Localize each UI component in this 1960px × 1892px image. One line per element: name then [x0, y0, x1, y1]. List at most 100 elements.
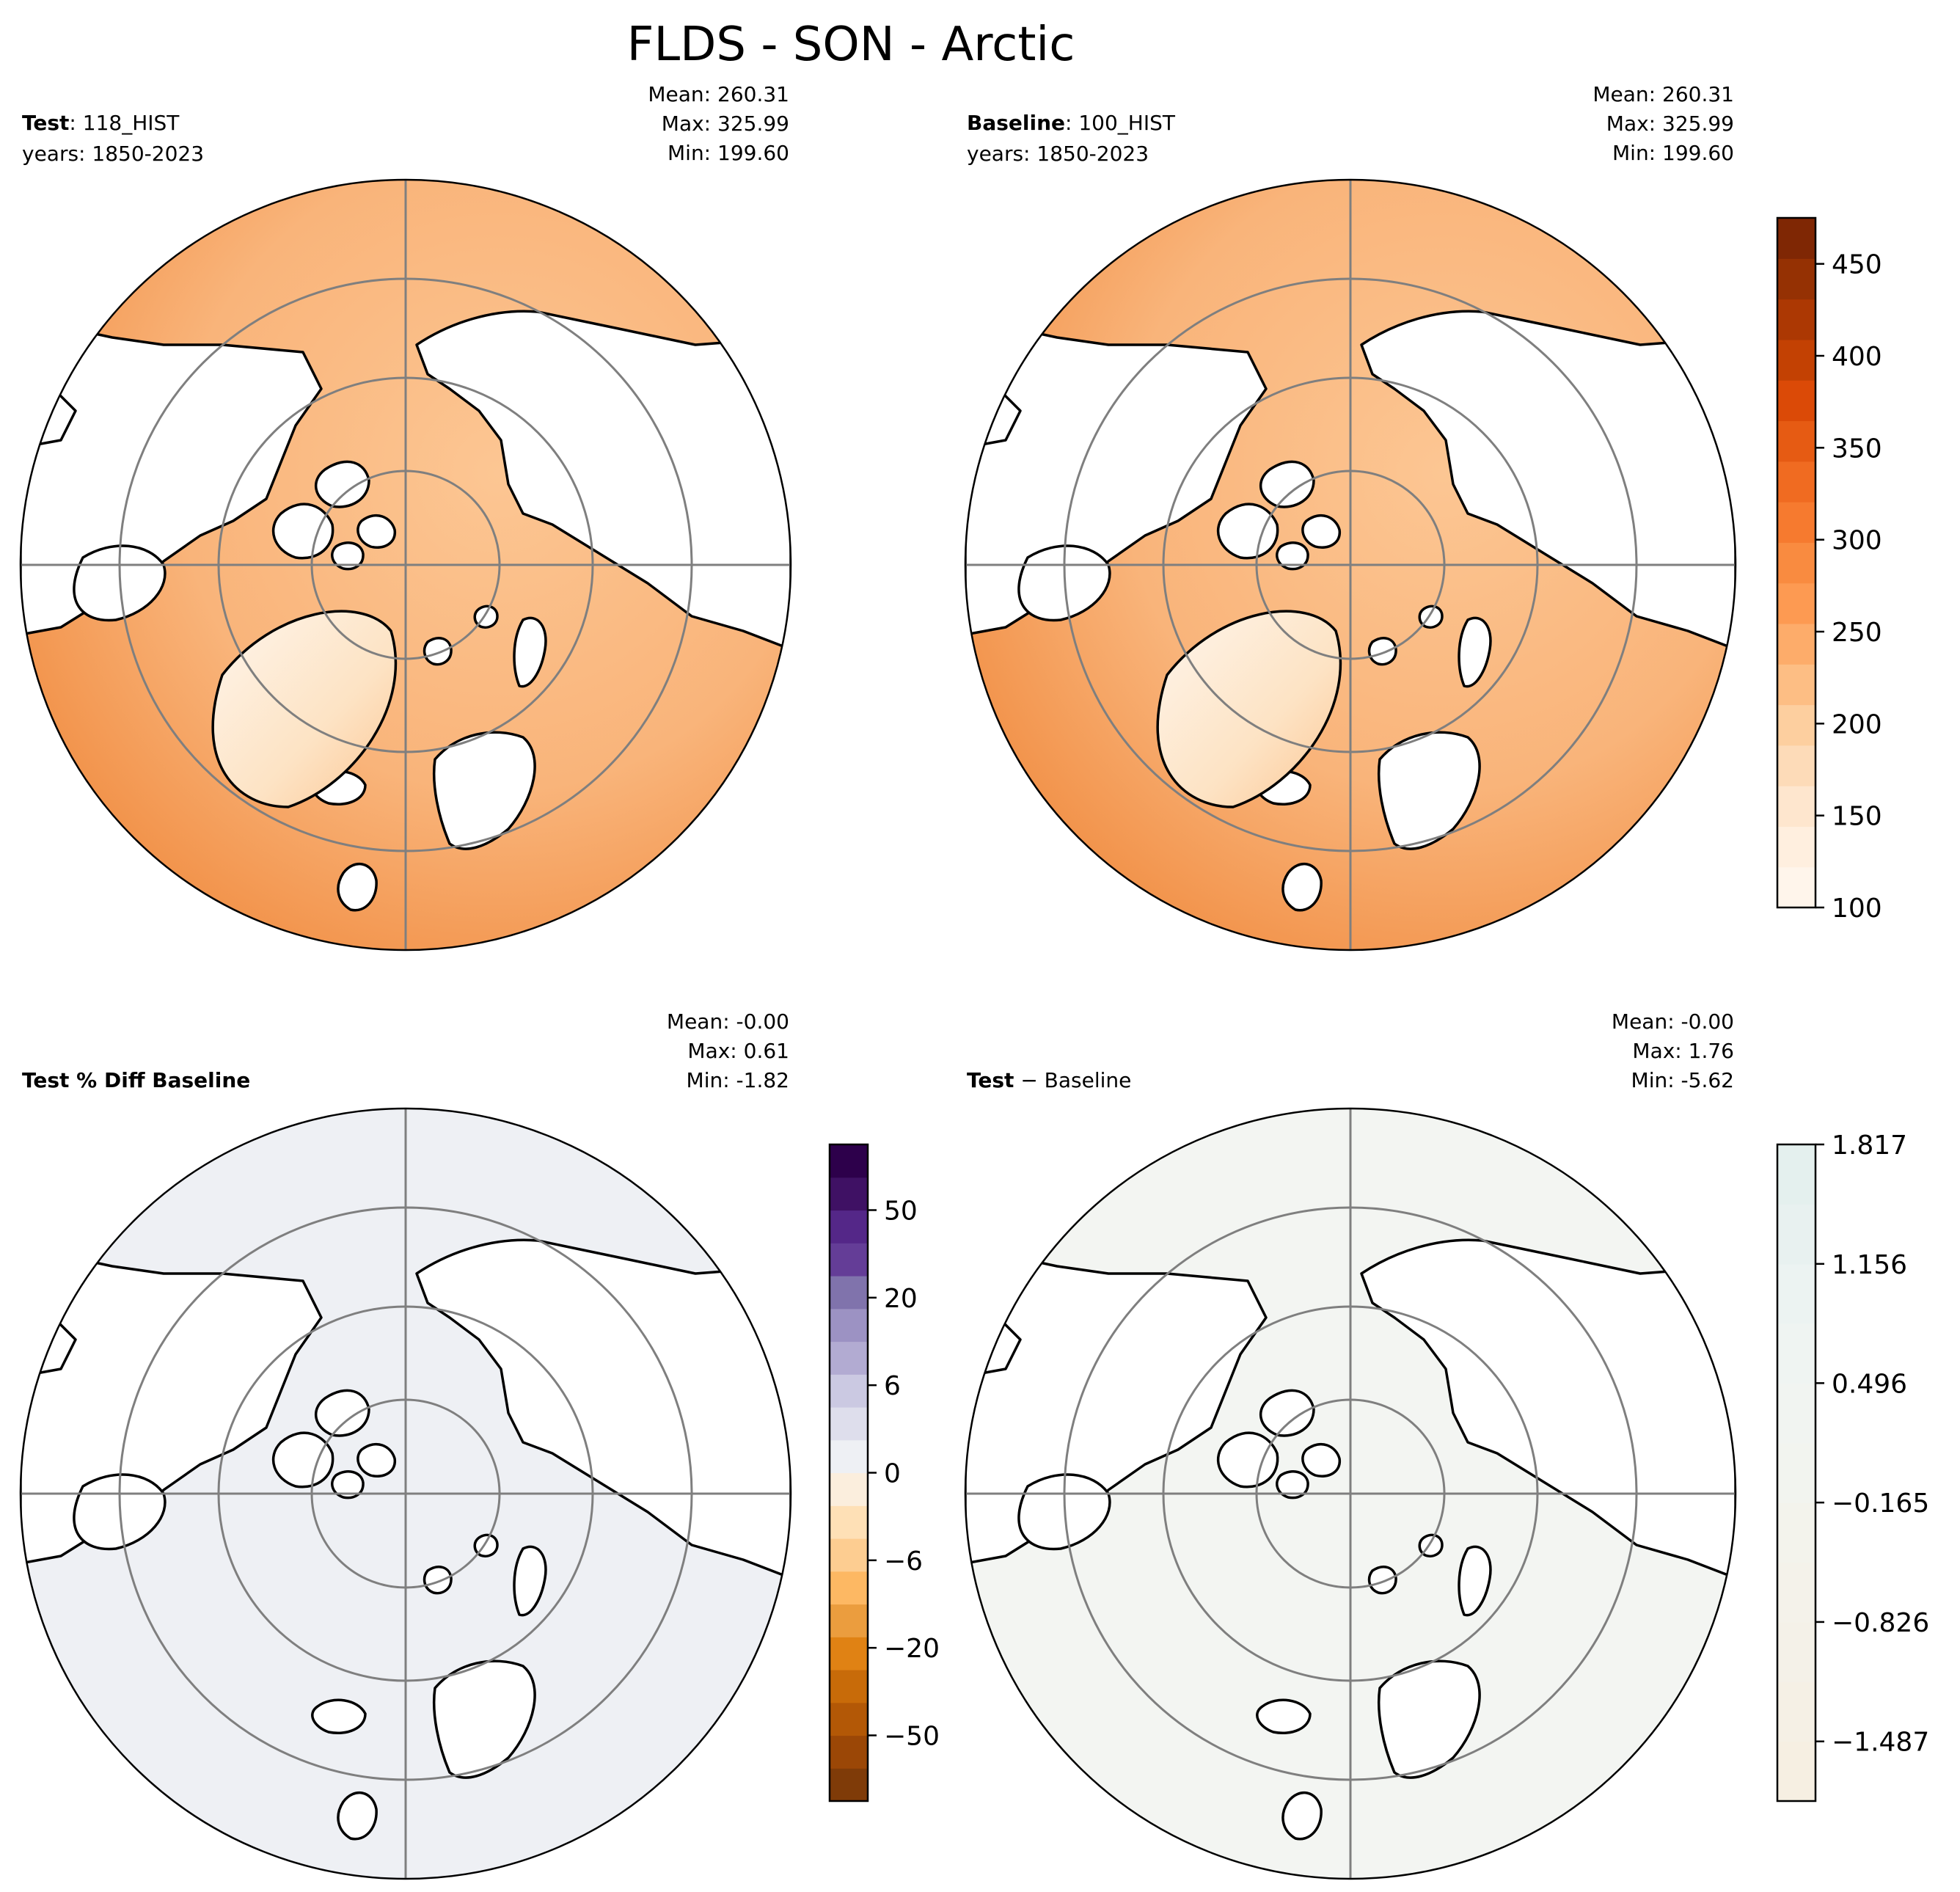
colorbar-tick-label: 50: [884, 1197, 918, 1227]
colorbar-tick-label: −0.165: [1832, 1489, 1929, 1519]
land-british-isles: [1281, 1791, 1323, 1841]
colorbar-tick-label: 150: [1832, 802, 1882, 832]
colorbar-segment: [830, 1439, 868, 1474]
colorbar-segment: [830, 1670, 868, 1703]
colorbar-segment: [1777, 339, 1815, 381]
land-ellesmere: [1259, 1389, 1315, 1437]
panel-abs-diff-border: [964, 1107, 1737, 1880]
colorbar-baseline: 100 150 200 250 300 350 400 450: [1776, 216, 1882, 924]
colorbar-segment: [1777, 420, 1815, 462]
land-scandinavia: [1377, 1659, 1481, 1779]
colorbar-tick-label: 20: [884, 1284, 918, 1314]
colorbar-segment: [1777, 542, 1815, 584]
colorbar-segment: [830, 1472, 868, 1506]
colorbar-segment: [1777, 1502, 1815, 1563]
panel-abs-diff-label: Test − Baseline: [967, 1068, 1131, 1092]
colorbar-segment: [830, 1407, 868, 1441]
colorbar-tick-label: 100: [1832, 894, 1882, 924]
colorbar-segment: [1777, 866, 1815, 908]
colorbar-segment: [830, 1505, 868, 1539]
colorbar-segment: [830, 1276, 868, 1310]
panel-test-greenland-field: [211, 610, 398, 808]
colorbar-segment: [1777, 502, 1815, 543]
panel-baseline-mean: Mean: 260.31: [1592, 82, 1734, 106]
land-british-isles: [337, 862, 378, 912]
colorbar-outline: [1776, 1143, 1817, 1802]
colorbar-segment: [1777, 299, 1815, 340]
colorbar-pct-diff: 50 20 6 0 −6 −20 −50: [828, 1143, 940, 1802]
colorbar-segment: [830, 1308, 868, 1343]
colorbar-segment: [830, 1144, 868, 1178]
land-baffin: [1217, 1431, 1279, 1489]
panel-test-years: years: 1850-2023: [22, 142, 204, 166]
panel-baseline-greenland-field: [1156, 610, 1342, 808]
colorbar-tick-label: 250: [1832, 618, 1882, 648]
figure-title: FLDS - SON - Arctic: [627, 18, 1075, 72]
colorbar-tick-label: 400: [1832, 342, 1882, 372]
panel-abs-diff-label-rest: − Baseline: [1014, 1068, 1131, 1092]
land-novaya-zemlya: [513, 616, 547, 688]
colorbar-segment: [1777, 704, 1815, 746]
land-ellesmere: [314, 1389, 370, 1437]
land-ellesmere: [314, 460, 370, 508]
colorbar-segment: [830, 1702, 868, 1736]
colorbar-segment: [1777, 664, 1815, 706]
colorbar-segment: [1777, 1383, 1815, 1444]
colorbar-segment: [1777, 786, 1815, 828]
land-svalbard: [423, 1566, 453, 1595]
land-svalbard: [423, 637, 453, 666]
land-arctic-isles-2: [1276, 1470, 1309, 1500]
panel-baseline-max: Max: 325.99: [1606, 112, 1734, 136]
land-baffin: [1217, 503, 1279, 560]
land-baffin: [272, 503, 334, 560]
colorbar-tick-label: −20: [884, 1634, 940, 1664]
panel-baseline-min: Min: 199.60: [1612, 141, 1734, 165]
panel-abs-diff-map: [964, 1107, 1737, 1880]
panel-pct-diff-graticule: [21, 1108, 791, 1879]
panel-test-max: Max: 325.99: [662, 112, 789, 136]
colorbar-tick-label: −0.826: [1832, 1608, 1929, 1638]
panel-baseline-graticule: [965, 180, 1736, 950]
panel-baseline-label-rest: : 100_HIST: [1065, 111, 1176, 135]
colorbar-segment: [1777, 1144, 1815, 1205]
colorbar-segment: [830, 1177, 868, 1211]
panel-test-map: [19, 178, 792, 952]
panel-baseline-map: [964, 178, 1737, 952]
colorbar-tick-label: 450: [1832, 250, 1882, 280]
panel-baseline-border: [964, 178, 1737, 952]
colorbar-segment: [830, 1571, 868, 1605]
colorbar-segment: [1777, 461, 1815, 503]
land-ellesmere: [1259, 460, 1315, 508]
land-scandinavia: [432, 731, 536, 850]
colorbar-abs-diff: 1.817 1.156 0.496 −0.165 −0.826 −1.487: [1776, 1131, 1929, 1802]
panel-pct-diff-mean: Mean: -0.00: [667, 1009, 789, 1034]
panel-test-label: Test: 118_HIST: [22, 111, 180, 135]
colorbar-segment: [1777, 1681, 1815, 1742]
land-iceland: [311, 1698, 367, 1734]
panel-pct-diff-map: [19, 1107, 792, 1880]
panel-pct-diff-max: Max: 0.61: [687, 1039, 789, 1063]
colorbar-segment: [1777, 745, 1815, 786]
land-scandinavia: [1377, 731, 1481, 850]
colorbar-segment: [1777, 1323, 1815, 1384]
colorbar-segment: [830, 1637, 868, 1670]
panel-pct-diff-border: [19, 1107, 792, 1880]
panel-baseline-years: years: 1850-2023: [967, 142, 1149, 166]
colorbar-tick-label: 1.156: [1832, 1250, 1907, 1280]
panel-pct-diff-min: Min: -1.82: [687, 1068, 789, 1092]
land-scandinavia: [432, 1659, 536, 1779]
panel-baseline-label-bold: Baseline: [967, 111, 1065, 135]
panel-test-label-rest: : 118_HIST: [69, 111, 180, 135]
panel-test: Test: 118_HIST years: 1850-2023 Mean: 26…: [19, 82, 792, 952]
colorbar-outline: [1776, 216, 1817, 909]
colorbar-tick-label: 200: [1832, 709, 1882, 739]
land-novaya-zemlya: [513, 1545, 547, 1617]
panel-test-mean: Mean: 260.31: [648, 82, 789, 106]
panel-test-border: [19, 178, 792, 952]
panel-abs-diff-mean: Mean: -0.00: [1612, 1009, 1734, 1034]
colorbar-segment: [830, 1243, 868, 1276]
panel-baseline: Baseline: 100_HIST years: 1850-2023 Mean…: [964, 82, 1882, 952]
colorbar-segment: [830, 1374, 868, 1408]
panel-abs-diff-graticule: [965, 1108, 1736, 1879]
